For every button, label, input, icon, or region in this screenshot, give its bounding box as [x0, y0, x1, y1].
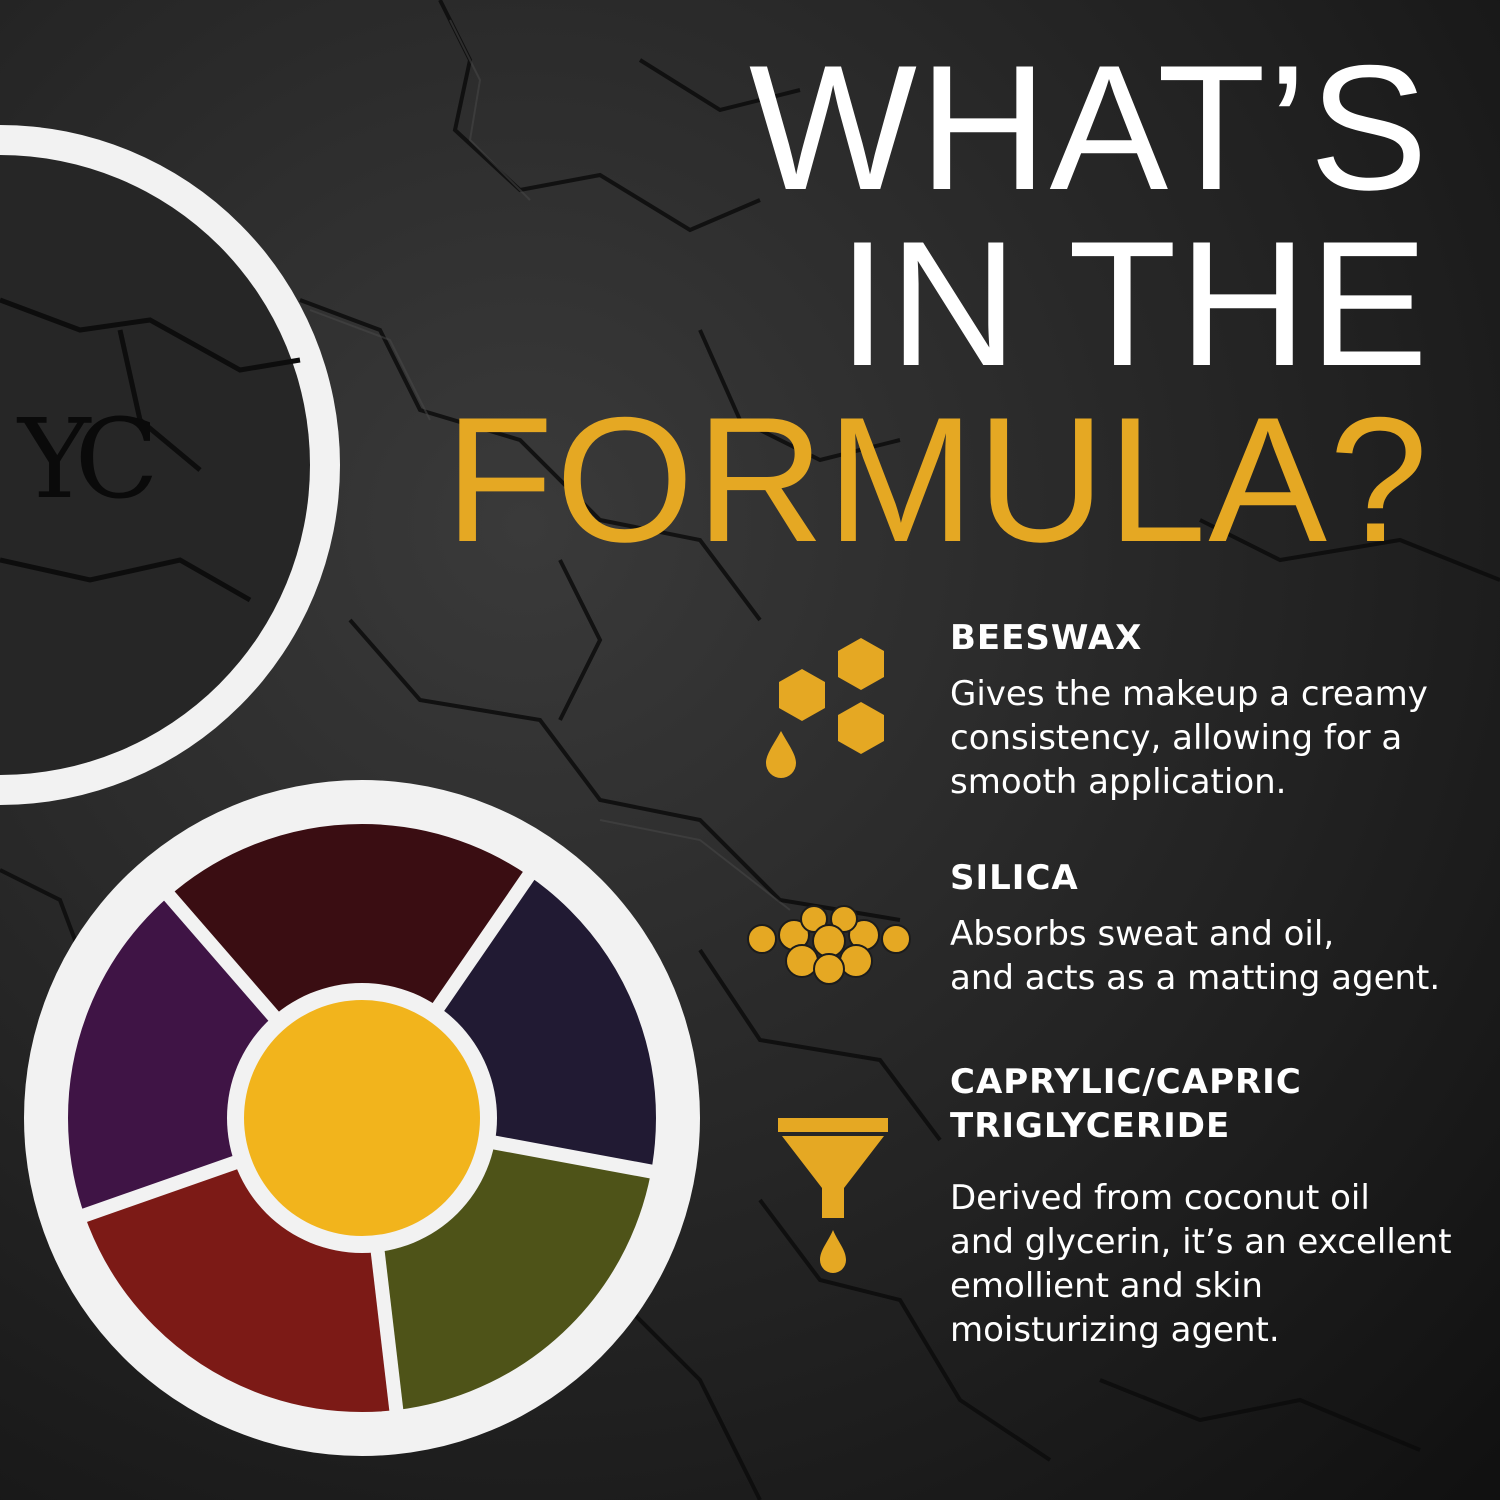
- ingredient-name: CAPRYLIC/CAPRIC TRIGLYCERIDE: [950, 1062, 1302, 1146]
- ingredient-silica: SILICA Absorbs sweat and oil, and acts a…: [950, 856, 1440, 1000]
- ingredient-description: Gives the makeup a creamy consistency, a…: [950, 674, 1428, 802]
- ingredient-name: SILICA: [950, 858, 1079, 898]
- headline-line-1: WHAT’S: [748, 28, 1430, 227]
- ingredient-beeswax: BEESWAX Gives the makeup a creamy consis…: [950, 616, 1428, 804]
- ingredient-triglyceride: CAPRYLIC/CAPRIC TRIGLYCERIDE Derived fro…: [950, 1060, 1452, 1352]
- ingredient-description: Derived from coconut oil and glycerin, i…: [950, 1178, 1452, 1350]
- well-dark-red: [165, 817, 532, 1118]
- honeycomb-drop-icon: [766, 638, 884, 778]
- brand-mark: YC: [18, 395, 159, 523]
- ingredient-description: Absorbs sweat and oil, and acts as a mat…: [950, 914, 1441, 998]
- headline-line-3: FORMULA?: [444, 380, 1430, 579]
- headline: WHAT’S IN THE FORMULA?: [444, 28, 1430, 579]
- black-jar-lid: [0, 155, 310, 775]
- spheres-icon: [747, 905, 911, 985]
- color-wheel-palette: [24, 780, 700, 1456]
- well-center-yellow: [244, 1000, 480, 1236]
- ingredient-name: BEESWAX: [950, 618, 1143, 658]
- funnel-drop-icon: [778, 1118, 888, 1273]
- black-jar: [0, 125, 340, 805]
- headline-line-2: IN THE: [837, 204, 1430, 403]
